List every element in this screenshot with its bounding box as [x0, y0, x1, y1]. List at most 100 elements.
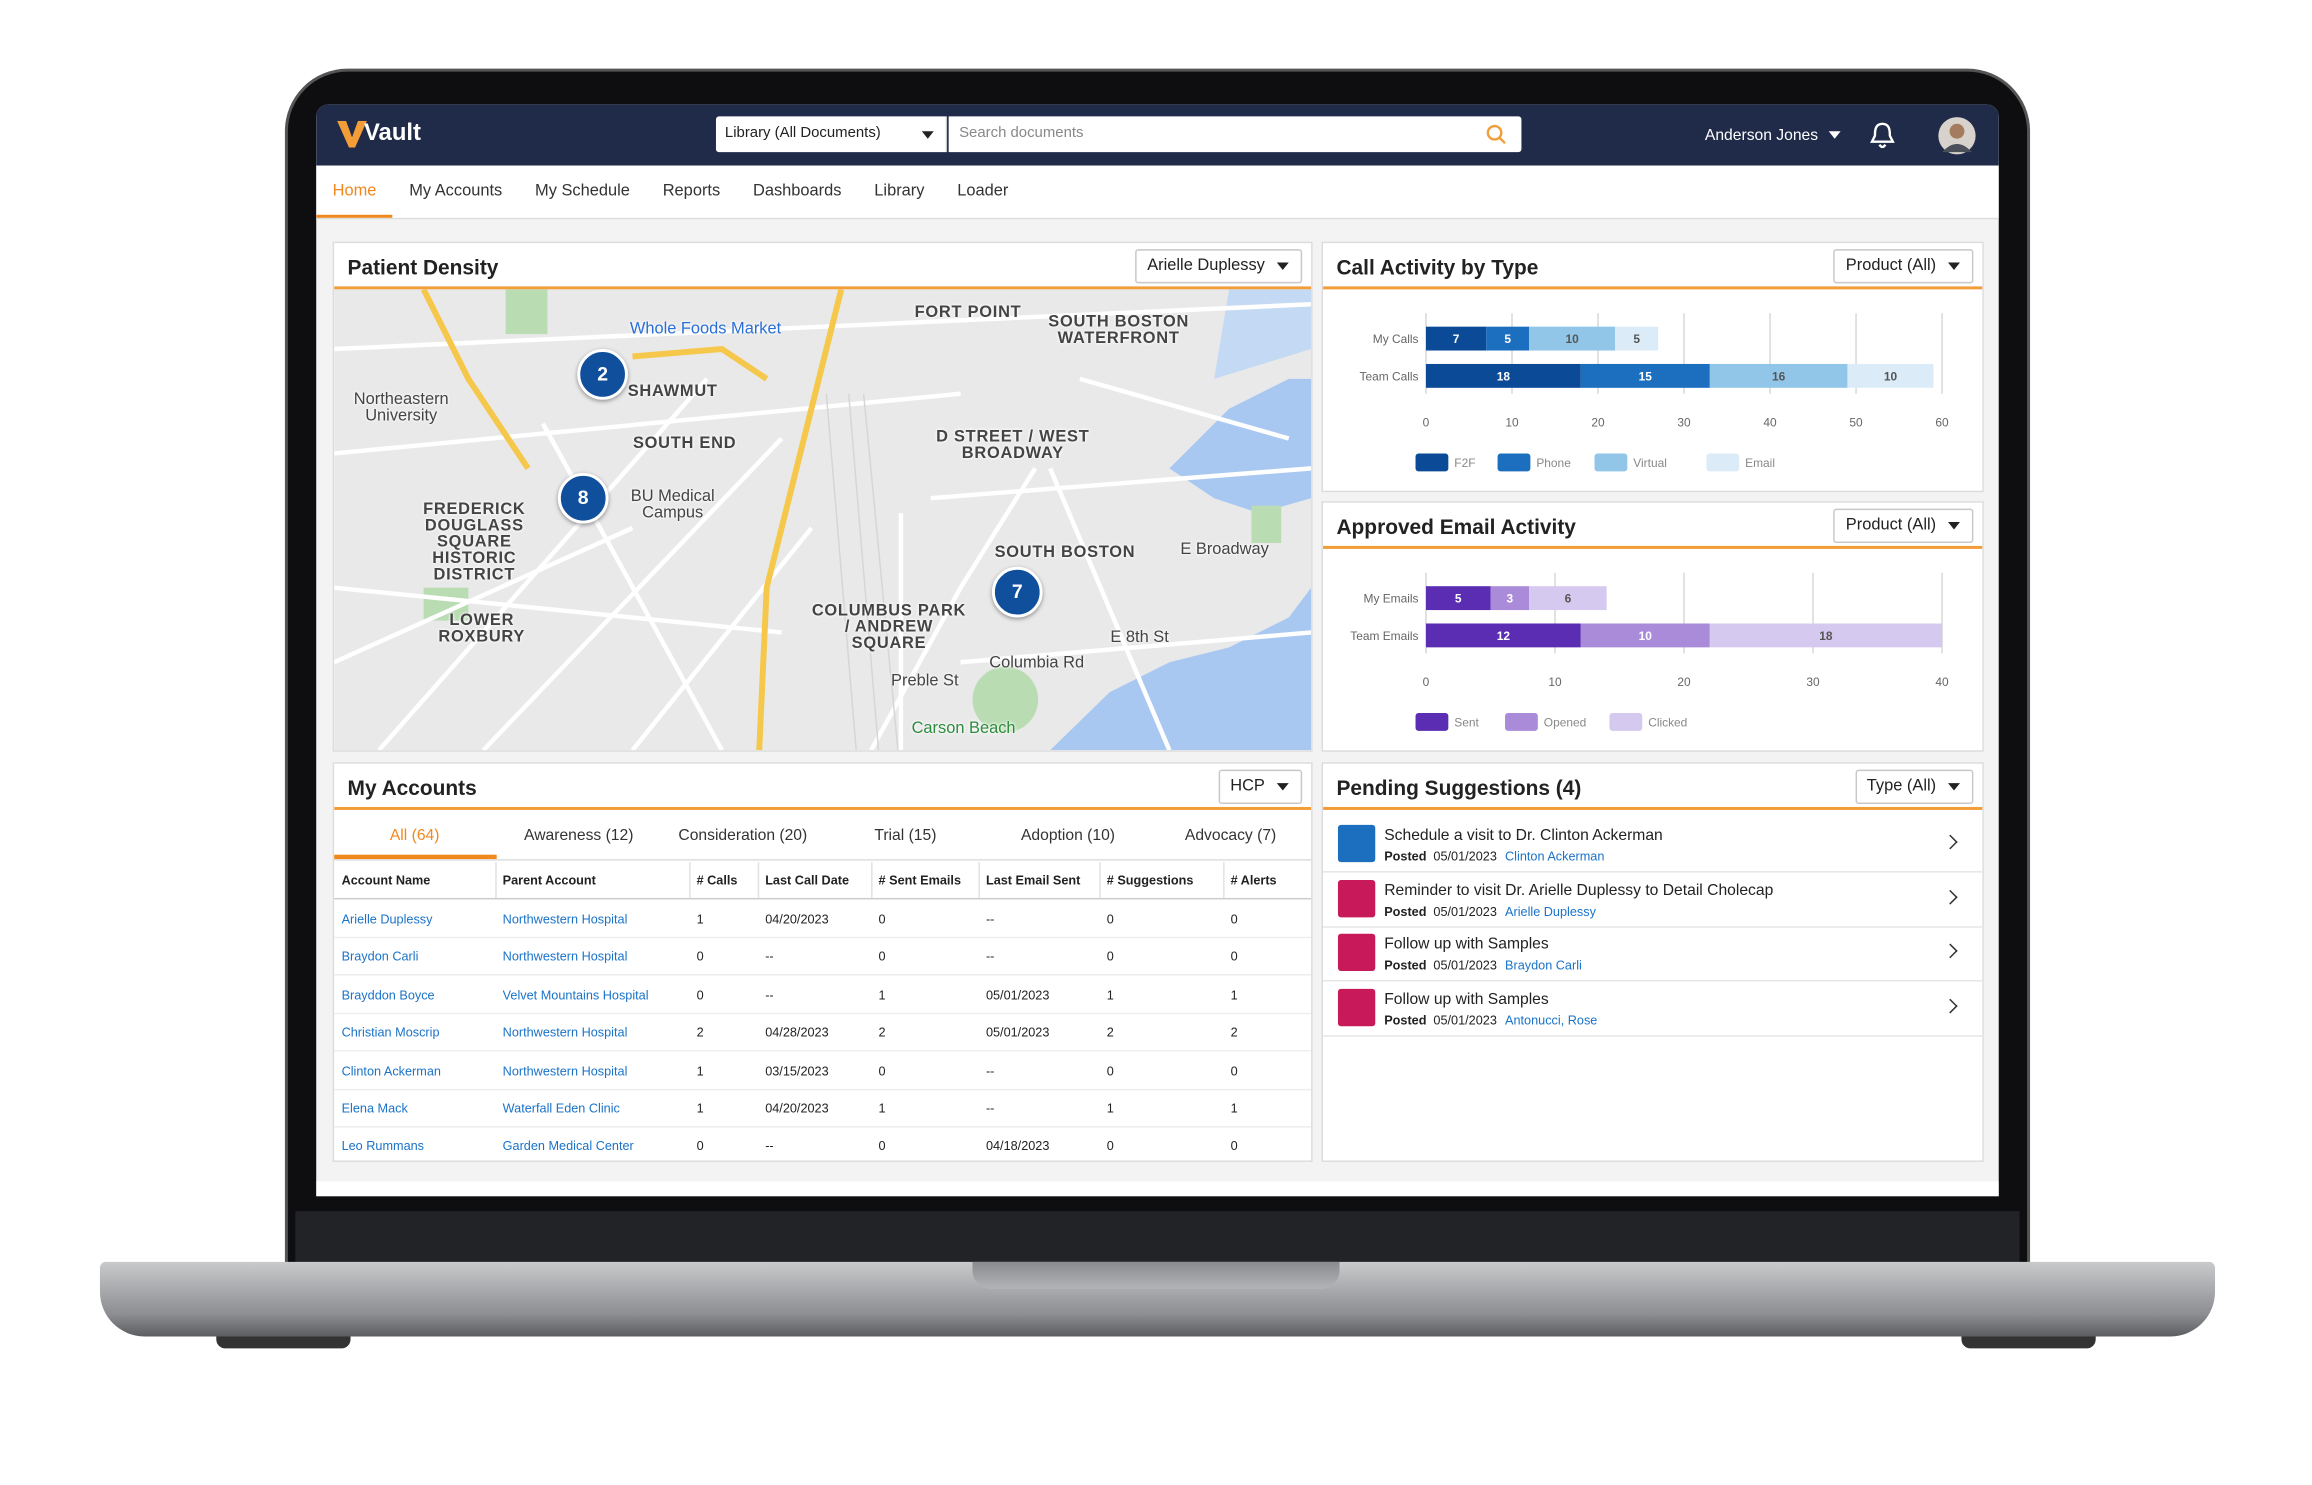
table-cell: 0	[1106, 1138, 1114, 1154]
screen: Vault Library (All Documents) Search doc…	[316, 104, 1999, 1197]
map-cluster[interactable]: 8	[557, 472, 609, 524]
filter-dropdown[interactable]: Product (All)	[1833, 249, 1974, 284]
suggestion-row[interactable]: Schedule a visit to Dr. Clinton Ackerman…	[1323, 817, 1983, 873]
nav-item[interactable]: Dashboards	[753, 181, 842, 200]
laptop-notch	[972, 1261, 1340, 1289]
tab[interactable]: Consideration (20)	[678, 826, 808, 845]
suggestion-row[interactable]: Follow up with Samples Posted 05/01/2023 An…	[1323, 982, 1983, 1037]
table-cell: 1	[696, 1100, 704, 1116]
x-tick-label: 30	[1677, 416, 1691, 430]
table-cell[interactable]: Elena Mack	[341, 1100, 408, 1116]
panel-title: Call Activity by Type	[1336, 255, 1539, 279]
suggestion-posted: Posted	[1384, 903, 1427, 919]
table-cell[interactable]: Clinton Ackerman	[341, 1062, 441, 1078]
bar-segment	[1425, 326, 1487, 351]
map-label: LOWER ROXBURY	[438, 611, 526, 646]
table-cell: 0	[696, 1138, 704, 1154]
row-divider	[334, 974, 1312, 977]
nav-item[interactable]: Reports	[662, 181, 721, 200]
avatar[interactable]	[1938, 116, 1977, 155]
table-cell: 1	[878, 987, 886, 1003]
nav-item[interactable]: Home	[316, 166, 393, 218]
chevron	[1942, 998, 1958, 1014]
tab[interactable]: Advocacy (7)	[1184, 826, 1277, 845]
suggestion-posted: Posted	[1384, 958, 1427, 974]
filter-dropdown[interactable]: Type (All)	[1854, 769, 1974, 804]
tab[interactable]: Trial (15)	[874, 826, 937, 845]
map-cluster[interactable]: 2	[577, 349, 628, 400]
bar-label: 16	[1772, 369, 1786, 383]
table-cell: 2	[1230, 1025, 1238, 1040]
nav-item[interactable]: My Accounts	[409, 181, 503, 200]
nav-item[interactable]: My Schedule	[535, 181, 630, 200]
legend-label: Clicked	[1648, 715, 1687, 729]
map-cluster[interactable]: 7	[991, 566, 1043, 618]
table-cell[interactable]: Velvet Mountains Hospital	[502, 987, 649, 1003]
my-accounts-panel: My Accounts HCP All (64) Awareness (12) Co…	[332, 762, 1313, 1162]
panel-title: Patient Density	[347, 255, 499, 279]
bar-segment	[1486, 326, 1530, 351]
table-cell[interactable]: Northwestern Hospital	[502, 1025, 628, 1040]
map-label: SOUTH BOSTON	[994, 543, 1136, 562]
tab[interactable]: All (64)	[389, 826, 440, 845]
suggestion-account[interactable]: Braydon Carli	[1505, 958, 1582, 974]
table-cell[interactable]: Leo Rummans	[341, 1138, 425, 1154]
chevron	[1942, 944, 1958, 959]
table-cell[interactable]: Northwestern Hospital	[502, 911, 628, 927]
suggestion-date: 05/01/2023	[1433, 903, 1497, 919]
map[interactable]: Whole Foods Market FORT POINT SOUTH BOSTON…	[334, 289, 1312, 751]
table-cell: 04/20/2023	[765, 911, 829, 927]
suggestion-icon	[1337, 879, 1376, 917]
suggestion-row[interactable]: Reminder to visit Dr. Arielle Duplessy t…	[1323, 872, 1983, 928]
filter-dropdown[interactable]: Product (All)	[1833, 508, 1974, 543]
laptop-foot	[1961, 1336, 2096, 1349]
map-label: Preble St	[891, 671, 959, 690]
table-cell: 1	[878, 1100, 886, 1116]
map-label: Northeastern University	[353, 390, 449, 426]
map-label: FORT POINT	[914, 303, 1022, 322]
filter-dropdown[interactable]: Arielle Duplessy	[1135, 249, 1303, 284]
table-cell[interactable]: Arielle Duplessy	[341, 911, 433, 927]
tab[interactable]: Adoption (10)	[1020, 826, 1116, 845]
table-cell[interactable]: Brayddon Boyce	[341, 987, 435, 1003]
filter-dropdown[interactable]: HCP	[1218, 769, 1303, 804]
table-cell[interactable]: Garden Medical Center	[502, 1138, 634, 1154]
column-divider	[757, 862, 760, 898]
nav-bar: Home My Accounts My Schedule Reports Dashboa…	[316, 165, 1999, 220]
suggestion-row[interactable]: Follow up with Samples Posted 05/01/2023 Br…	[1323, 927, 1983, 983]
table-cell[interactable]: Waterfall Eden Clinic	[502, 1100, 620, 1116]
nav-item[interactable]: Loader	[957, 181, 1009, 200]
column-divider	[871, 862, 873, 898]
suggestion-account[interactable]: Arielle Duplessy	[1505, 903, 1596, 919]
tab[interactable]: Awareness (12)	[524, 826, 634, 845]
search-input[interactable]: Search documents	[948, 116, 1522, 153]
search-scope[interactable]: Library (All Documents)	[715, 116, 948, 153]
table-cell[interactable]: Northwestern Hospital	[502, 1062, 628, 1078]
table-cell: 1	[1230, 987, 1238, 1003]
table-cell[interactable]: Braydon Carli	[341, 949, 419, 965]
table-cell: 0	[1106, 1062, 1114, 1078]
user-name[interactable]: Anderson Jones	[1704, 126, 1819, 145]
panel-title: Pending Suggestions (4)	[1336, 775, 1582, 800]
map-label: Columbia Rd	[989, 654, 1085, 672]
x-tick-label: 60	[1935, 416, 1949, 430]
map-label: Whole Foods Market	[629, 319, 782, 338]
map-label: E 8th St	[1110, 628, 1169, 647]
suggestion-account[interactable]: Clinton Ackerman	[1505, 848, 1605, 864]
table-cell: 0	[1230, 1062, 1238, 1078]
table-cell[interactable]: Northwestern Hospital	[502, 949, 628, 965]
bar-segment	[1529, 326, 1616, 351]
table-cell[interactable]: Christian Moscrip	[341, 1025, 440, 1040]
tab-divider	[334, 859, 1312, 861]
nav-item[interactable]: Library	[874, 181, 925, 200]
bell-icon[interactable]	[1869, 121, 1896, 151]
column-divider	[495, 862, 497, 898]
suggestion-account[interactable]: Antonucci, Rose	[1505, 1012, 1598, 1028]
legend-swatch	[1609, 712, 1643, 731]
legend-label: Phone	[1536, 456, 1571, 470]
logo: Vault	[363, 120, 421, 147]
x-tick-label: 0	[1423, 416, 1430, 430]
column-divider	[1223, 862, 1225, 898]
bar-label: 7	[1453, 332, 1460, 346]
x-tick-label: 0	[1423, 675, 1430, 689]
